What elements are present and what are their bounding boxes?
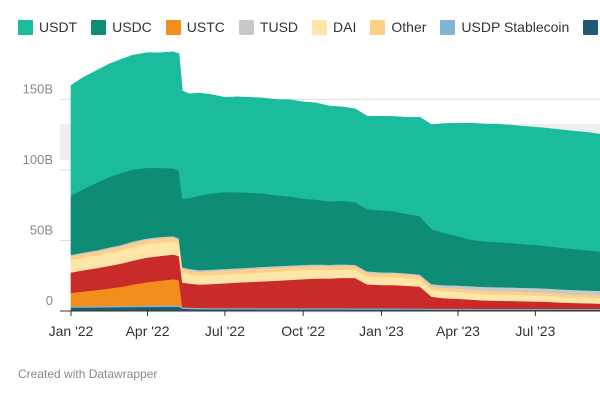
x-tick-label: Apr '22: [126, 323, 170, 339]
legend-item-frax: FRAX: [583, 18, 600, 36]
legend-label-usdt: USDT: [39, 19, 78, 35]
legend-swatch-ustc: [165, 19, 181, 35]
legend-swatch-usdc: [91, 19, 107, 35]
x-tick-label: Jul '22: [205, 323, 245, 339]
datawrapper-credit: Created with Datawrapper: [18, 367, 158, 381]
x-tick-label: Oct '22: [281, 323, 325, 339]
legend-item-tusd: TUSD: [238, 18, 299, 36]
legend-item-other: Other: [370, 18, 426, 36]
legend-item-ustc: USTC: [165, 18, 225, 36]
legend-label-usdp-stablecoin: USDP Stablecoin: [461, 19, 570, 35]
y-tick-label: 0: [46, 293, 53, 308]
area-layer: [70, 51, 600, 312]
area-series-usdt: [70, 51, 600, 252]
legend-swatch-frax: [583, 19, 599, 35]
legend-swatch-dai: [312, 19, 328, 35]
x-tick-label: Jan '22: [49, 323, 94, 339]
legend-swatch-other: [370, 19, 386, 35]
legend-item-dai: DAI: [312, 18, 356, 36]
legend-label-dai: DAI: [333, 19, 357, 35]
legend-swatch-tusd: [238, 19, 254, 35]
y-tick-label: 100B: [23, 152, 53, 167]
legend-swatch-usdp-stablecoin: [440, 19, 456, 35]
legend-item-usdt: USDT: [18, 18, 77, 36]
legend-label-ustc: USTC: [186, 19, 225, 35]
y-tick-label: 150B: [23, 81, 53, 96]
chart-legend: USDT USDC USTC TUSD DAI Other USDP Stablecoin F…: [18, 18, 600, 40]
legend-item-usdc: USDC: [91, 18, 152, 36]
legend-item-usdp-stablecoin: USDP Stablecoin: [440, 18, 569, 36]
legend-swatch-usdt: [18, 19, 33, 35]
legend-label-usdc: USDC: [112, 19, 152, 35]
x-tick-label: Jul '23: [515, 323, 555, 339]
x-tick-label: Jan '23: [359, 323, 404, 339]
axis-layer: Jan '22 Apr '22 Jul '22 Oct '22 Jan '23 Apr '…: [49, 310, 600, 339]
legend-label-tusd: TUSD: [259, 19, 299, 35]
x-tick-label: Apr '23: [436, 323, 480, 339]
stacked-area-chart: 0 50B 100B 150B Jan '22 Apr '22 Jul '22 Oct '2…: [23, 51, 600, 339]
legend-label-other: Other: [391, 19, 427, 35]
y-tick-label: 50B: [30, 222, 53, 237]
